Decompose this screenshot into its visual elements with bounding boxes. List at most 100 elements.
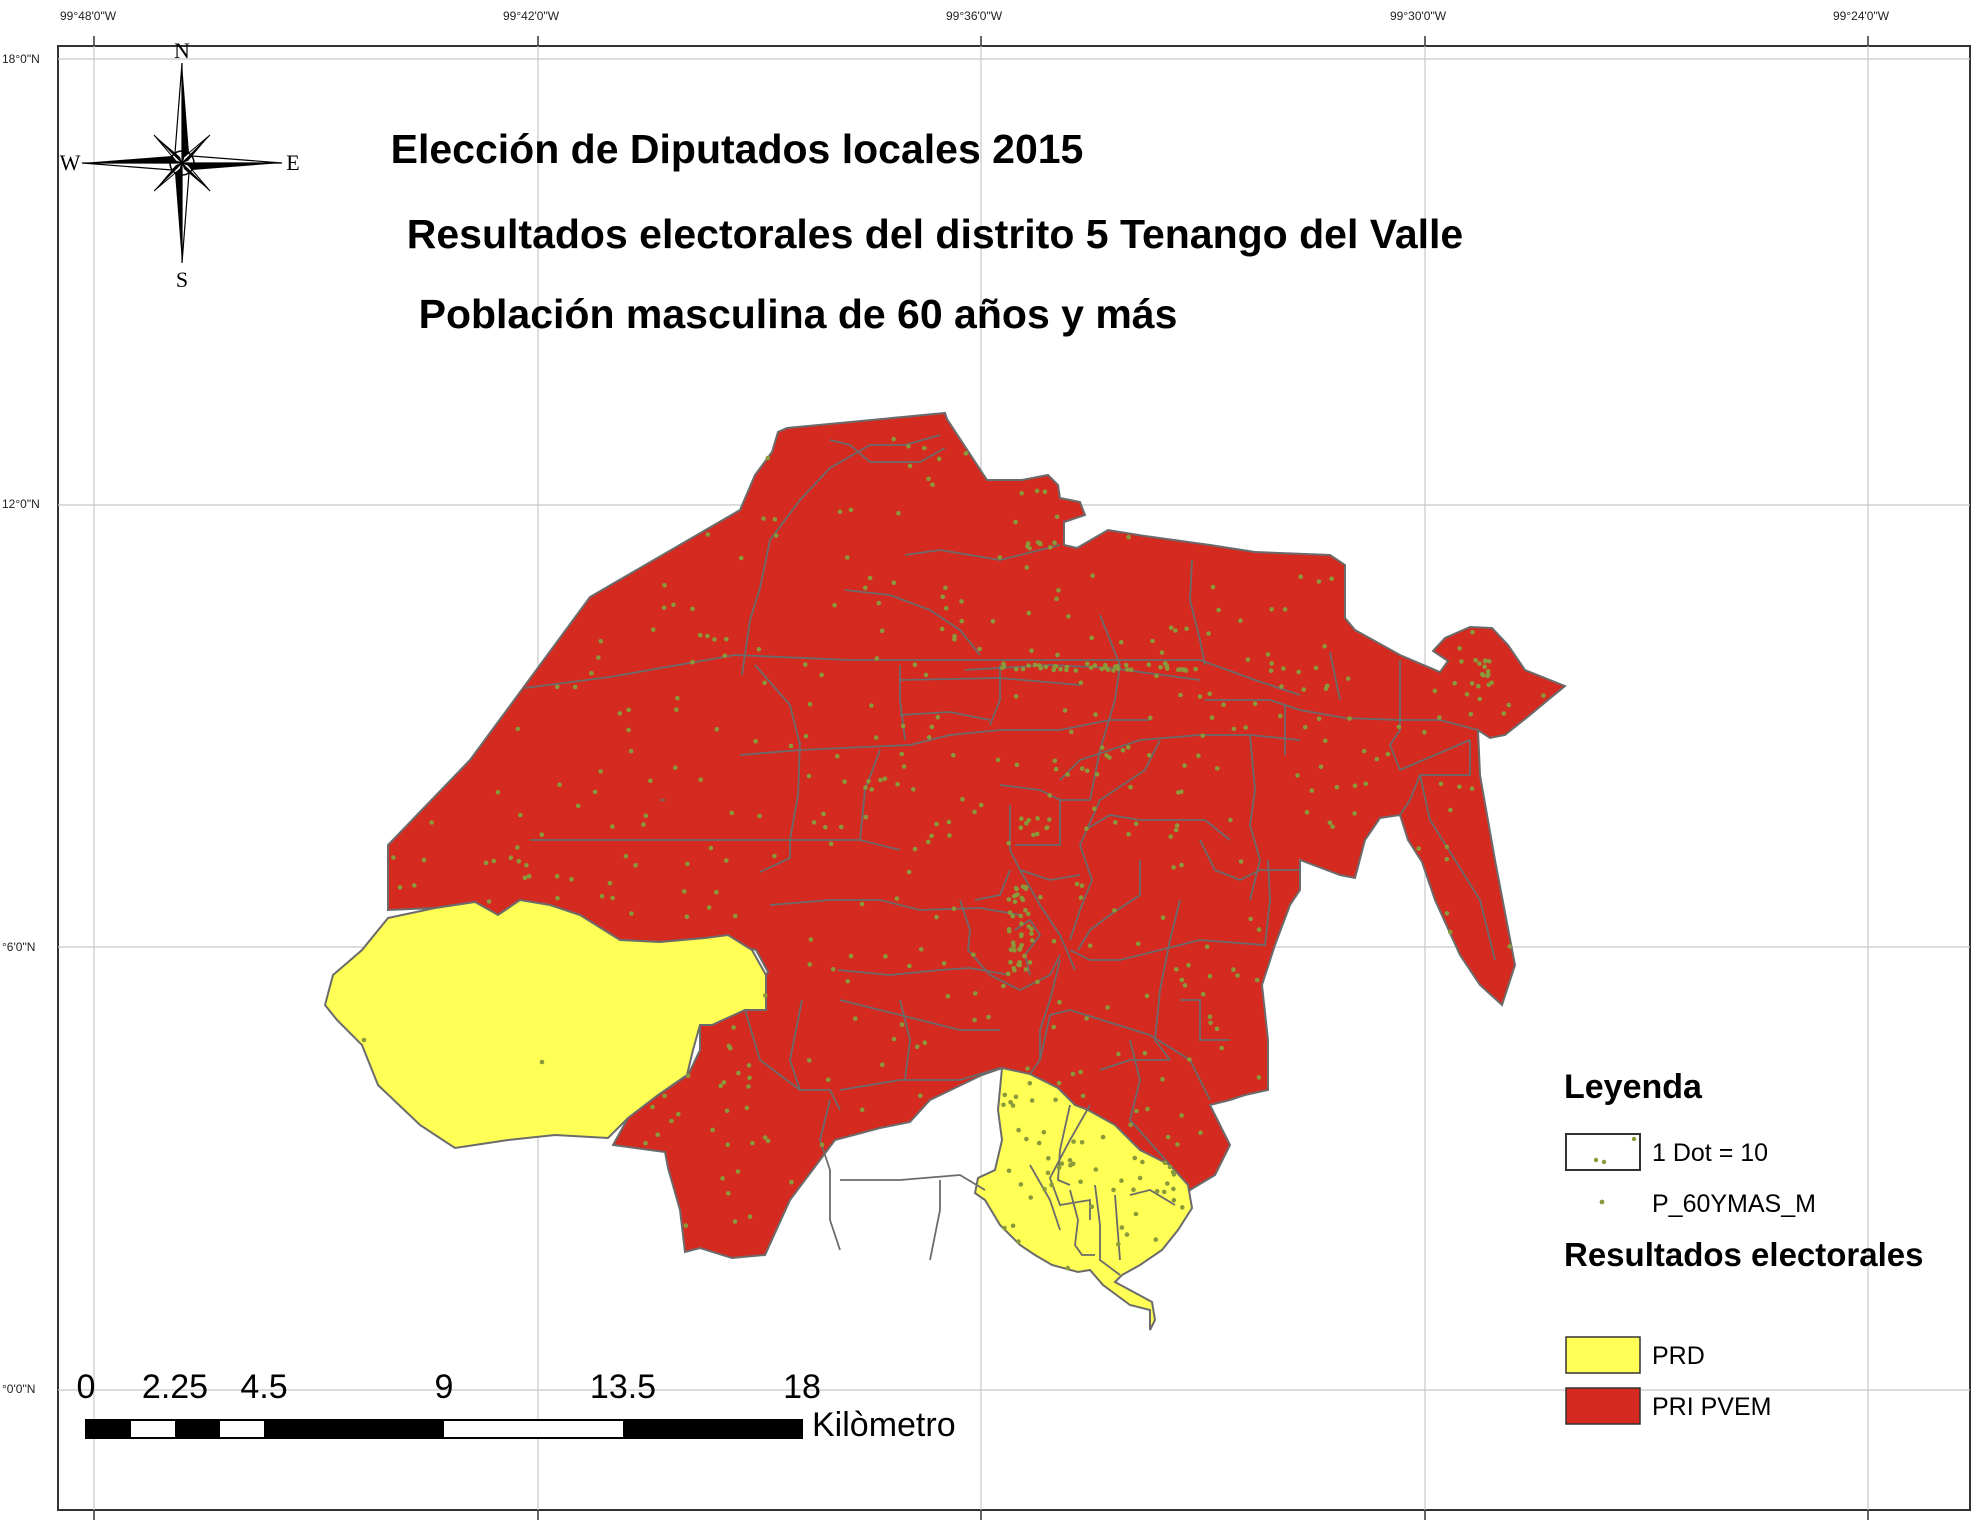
population-dot xyxy=(1089,1204,1095,1209)
population-dot xyxy=(753,739,758,744)
population-dot xyxy=(1078,895,1084,900)
population-dot xyxy=(1099,666,1105,672)
population-dot xyxy=(596,655,601,660)
population-dot xyxy=(874,656,880,661)
population-dot xyxy=(883,954,888,959)
population-dot xyxy=(867,575,873,581)
population-dot xyxy=(1047,817,1052,822)
population-dot xyxy=(1153,1237,1159,1242)
population-dot xyxy=(1103,665,1109,670)
population-dot xyxy=(1030,938,1035,943)
population-dot xyxy=(641,822,646,827)
population-dot xyxy=(1334,784,1340,790)
population-dot xyxy=(1002,1092,1008,1098)
population-dot xyxy=(1125,667,1130,672)
population-dot xyxy=(1444,911,1450,916)
population-dot xyxy=(1200,733,1205,739)
population-dot xyxy=(845,555,850,560)
population-dot xyxy=(907,463,913,469)
population-dot xyxy=(1361,748,1367,754)
population-dot xyxy=(830,967,836,972)
population-dot xyxy=(557,782,562,787)
population-dot xyxy=(1482,664,1487,670)
population-dot xyxy=(1175,1142,1180,1147)
population-dot xyxy=(628,748,634,754)
population-dot xyxy=(1179,1113,1184,1118)
population-dot xyxy=(1144,993,1150,999)
population-dot xyxy=(1327,820,1333,825)
scale-tick-1: 2.25 xyxy=(141,1368,209,1406)
population-dot xyxy=(1034,488,1040,494)
coord-top-1: 99°48'0"W xyxy=(60,9,117,23)
population-dot xyxy=(1116,1051,1121,1057)
population-dot xyxy=(773,533,779,538)
population-dot xyxy=(1487,659,1492,664)
population-dot xyxy=(1198,1130,1203,1135)
population-dot xyxy=(1161,1189,1167,1195)
population-dot xyxy=(859,901,865,907)
population-dot xyxy=(941,961,947,966)
population-dot xyxy=(1054,514,1060,520)
population-dot xyxy=(959,599,964,604)
population-dot xyxy=(995,757,1001,763)
population-dot xyxy=(726,1043,732,1049)
population-dot xyxy=(1444,856,1450,862)
population-dot xyxy=(1027,1080,1033,1086)
north-arrow xyxy=(81,62,283,264)
population-dot xyxy=(821,811,826,817)
population-dot xyxy=(943,585,948,591)
population-dot xyxy=(1126,832,1131,837)
population-dot xyxy=(911,787,916,792)
population-dot xyxy=(876,600,882,606)
population-dot xyxy=(939,626,945,632)
population-dot xyxy=(819,672,824,678)
population-dot xyxy=(1486,682,1492,687)
population-dot xyxy=(1016,1127,1021,1133)
population-dot xyxy=(572,684,578,690)
population-dot xyxy=(1024,820,1029,826)
population-dot xyxy=(926,839,931,845)
population-dot xyxy=(1051,938,1057,944)
population-dot xyxy=(724,1108,730,1114)
population-dot xyxy=(1113,664,1118,669)
population-dot xyxy=(555,895,560,901)
population-dot xyxy=(1126,745,1131,750)
population-dot xyxy=(1111,1187,1116,1193)
population-dot xyxy=(1053,1097,1058,1103)
population-dot xyxy=(1452,680,1457,686)
legend-dot-label: 1 Dot = 10 xyxy=(1652,1139,1769,1167)
population-dot xyxy=(1006,971,1011,976)
population-dot xyxy=(1347,716,1352,721)
population-dot xyxy=(690,606,695,612)
population-dot xyxy=(1179,977,1185,983)
population-dot xyxy=(610,895,615,901)
population-dot xyxy=(837,509,843,514)
population-dot xyxy=(698,777,703,782)
population-dot xyxy=(1010,1223,1016,1229)
population-dot xyxy=(747,1075,752,1081)
population-dot xyxy=(772,853,777,859)
population-dot xyxy=(1481,672,1486,678)
population-dot xyxy=(1238,859,1244,864)
population-dot xyxy=(863,814,869,820)
population-dot xyxy=(1174,823,1180,828)
population-dot xyxy=(1053,664,1059,669)
population-dot xyxy=(1013,519,1018,525)
population-dot xyxy=(1002,1225,1007,1231)
population-dot xyxy=(1165,1181,1170,1186)
population-dot xyxy=(1541,693,1546,698)
population-dot xyxy=(1182,763,1187,768)
population-dot xyxy=(1012,967,1017,973)
population-dot xyxy=(736,1070,741,1076)
population-dot xyxy=(1464,692,1470,697)
population-dot xyxy=(878,777,883,783)
population-dot xyxy=(1154,673,1159,679)
population-dot xyxy=(726,1191,731,1196)
population-dot xyxy=(1164,664,1170,670)
population-dot xyxy=(1013,1094,1019,1100)
coord-left-1: 18°0"N xyxy=(2,52,40,66)
coord-left-3: °6'0"N xyxy=(2,940,36,954)
district-prd-west xyxy=(323,898,767,1150)
scale-unit: Kilòmetro xyxy=(812,1406,956,1444)
population-dot xyxy=(724,636,729,642)
